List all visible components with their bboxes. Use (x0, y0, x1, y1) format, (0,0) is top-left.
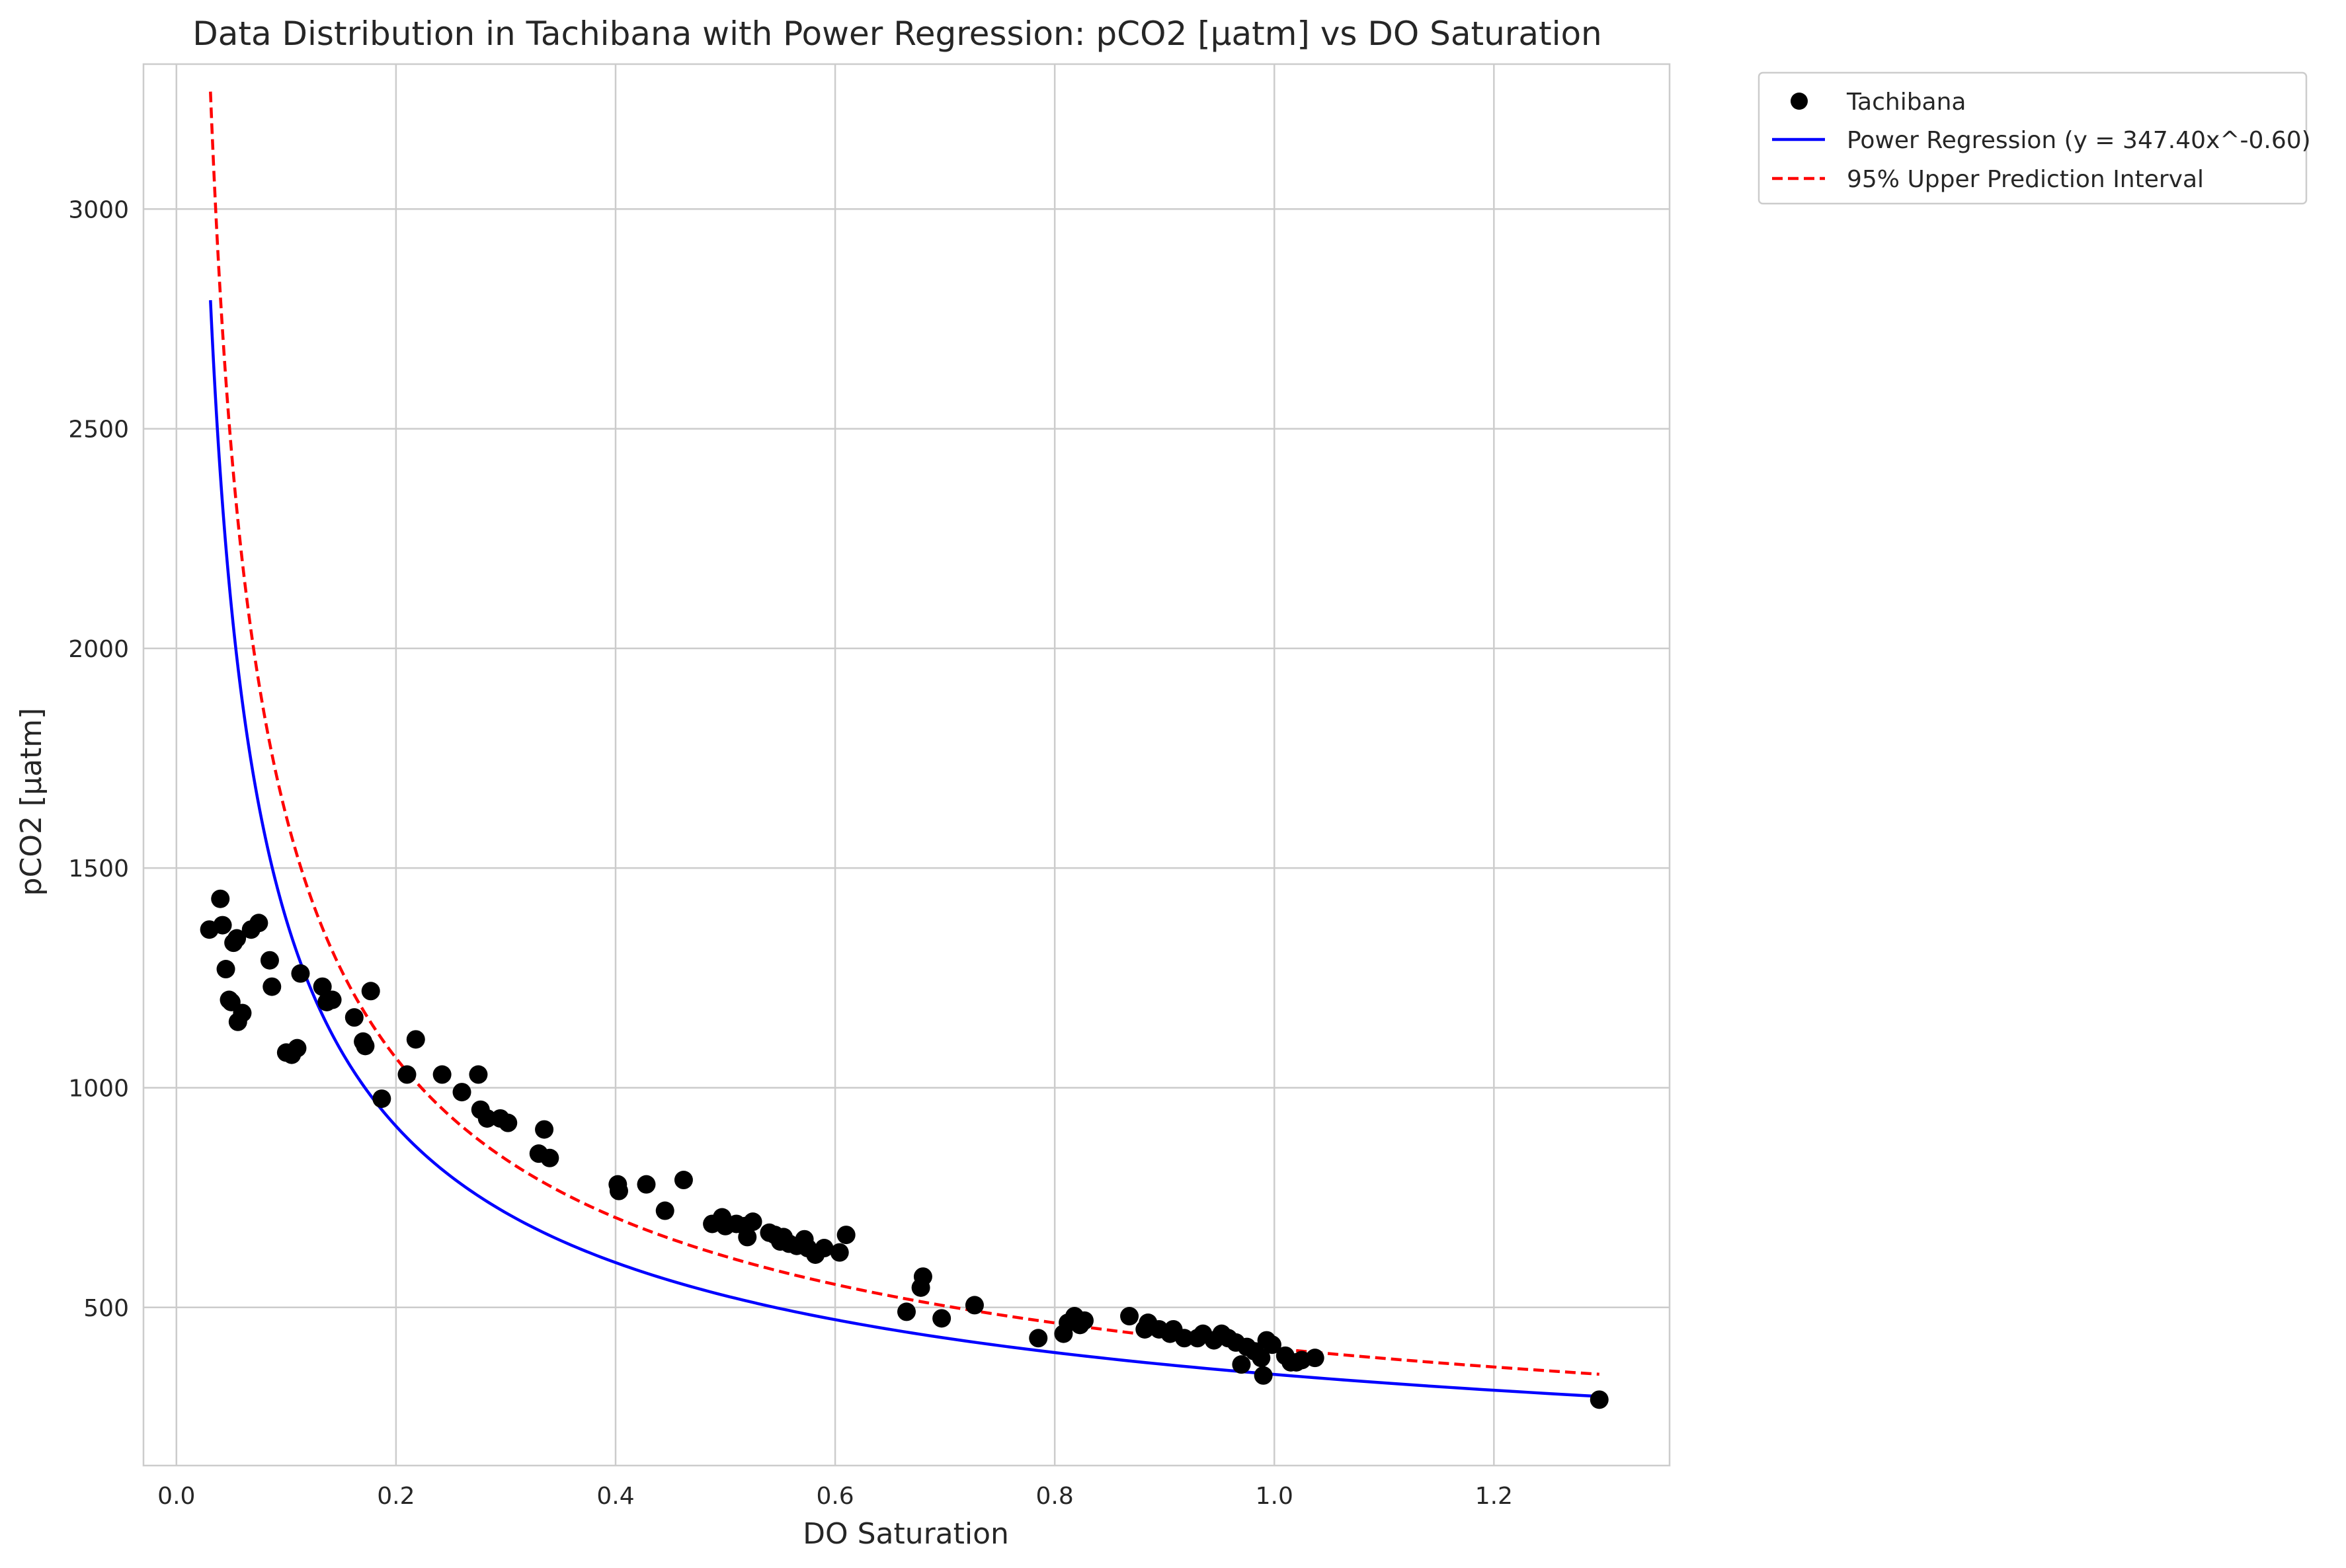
y-tick-label: 2000 (68, 636, 129, 663)
data-point (397, 1065, 417, 1084)
data-point (469, 1065, 488, 1084)
x-tick-label: 0.6 (816, 1483, 854, 1510)
chart-title: Data Distribution in Tachibana with Powe… (192, 15, 1602, 53)
data-point (372, 1089, 391, 1109)
legend-marker-tachibana (1791, 93, 1808, 110)
data-point (477, 1109, 497, 1128)
upper-prediction-interval-line (209, 91, 1599, 1376)
legend-label-upper-interval: 95% Upper Prediction Interval (1847, 166, 2204, 193)
data-point (216, 960, 235, 979)
data-point (897, 1302, 916, 1321)
data-point (738, 1228, 757, 1247)
data-point (406, 1030, 425, 1049)
x-axis-label: DO Saturation (803, 1517, 1009, 1551)
data-point (815, 1239, 834, 1258)
scatter-points (200, 889, 1609, 1409)
legend: Tachibana Power Regression (y = 347.40x^… (1758, 71, 2311, 205)
power-regression-line (209, 300, 1599, 1398)
data-point (213, 916, 232, 935)
y-tick-label: 500 (83, 1295, 129, 1322)
y-tick-label: 2500 (68, 416, 129, 444)
data-point (540, 1148, 559, 1167)
x-tick-label: 0.2 (377, 1483, 415, 1510)
data-point (361, 982, 380, 1001)
plot-border (142, 63, 1671, 1467)
grid-lines (143, 64, 1670, 1466)
data-point (1305, 1349, 1324, 1368)
data-point (932, 1309, 951, 1328)
data-point (655, 1201, 674, 1220)
data-point (674, 1171, 693, 1190)
x-tick-labels: 0.0 0.2 0.4 0.6 0.8 1.0 1.2 (157, 1483, 1513, 1510)
data-point (227, 929, 247, 948)
data-point (836, 1226, 856, 1245)
x-tick-label: 0.0 (157, 1483, 195, 1510)
x-tick-label: 0.8 (1036, 1483, 1074, 1510)
data-point (830, 1243, 849, 1262)
data-point (211, 889, 230, 908)
data-point (249, 914, 268, 933)
plot-frame (142, 63, 1671, 1467)
data-point (1254, 1366, 1273, 1385)
data-point (637, 1175, 656, 1194)
data-point (1232, 1355, 1251, 1374)
y-axis-label: pCO2 [μatm] (15, 708, 48, 896)
data-point (1590, 1390, 1609, 1409)
data-point (1029, 1329, 1048, 1348)
data-point (1120, 1307, 1139, 1326)
x-tick-label: 1.2 (1475, 1483, 1513, 1510)
data-point (535, 1120, 554, 1139)
x-tick-label: 0.4 (596, 1483, 634, 1510)
data-point (965, 1296, 984, 1315)
data-point (260, 951, 279, 970)
legend-label-power-regression: Power Regression (y = 347.40x^-0.60) (1847, 127, 2311, 154)
legend-box (1758, 71, 2308, 205)
y-tick-label: 1500 (68, 855, 129, 882)
data-point (1262, 1335, 1281, 1354)
data-point (743, 1212, 762, 1232)
data-point (1252, 1349, 1271, 1368)
data-point (356, 1037, 375, 1056)
y-tick-label: 3000 (68, 196, 129, 223)
data-point (323, 990, 342, 1009)
data-point (344, 1008, 364, 1027)
data-point (313, 977, 332, 996)
data-point (291, 964, 310, 983)
data-point (233, 1003, 252, 1023)
data-point (288, 1039, 307, 1058)
data-point (432, 1065, 452, 1084)
legend-label-tachibana: Tachibana (1846, 89, 1966, 116)
y-tick-labels: 500 1000 1500 2000 2500 3000 (68, 196, 129, 1321)
data-point (452, 1083, 471, 1102)
y-tick-label: 1000 (68, 1075, 129, 1102)
data-point (1175, 1329, 1194, 1348)
data-point (499, 1113, 518, 1132)
x-tick-label: 1.0 (1256, 1483, 1293, 1510)
data-point (263, 977, 282, 996)
data-point (609, 1181, 628, 1200)
data-point (1074, 1311, 1094, 1330)
data-point (913, 1267, 932, 1286)
